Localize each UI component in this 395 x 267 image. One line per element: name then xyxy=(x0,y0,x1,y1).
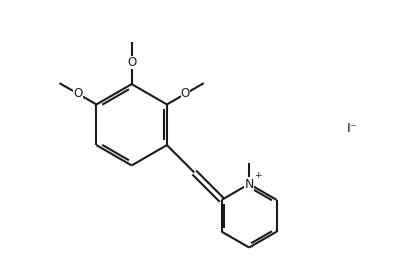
Text: N: N xyxy=(245,178,254,191)
Text: O: O xyxy=(181,87,190,100)
Text: +: + xyxy=(254,171,261,180)
Text: O: O xyxy=(127,56,136,69)
Text: I⁻: I⁻ xyxy=(347,122,358,135)
Text: O: O xyxy=(73,87,83,100)
